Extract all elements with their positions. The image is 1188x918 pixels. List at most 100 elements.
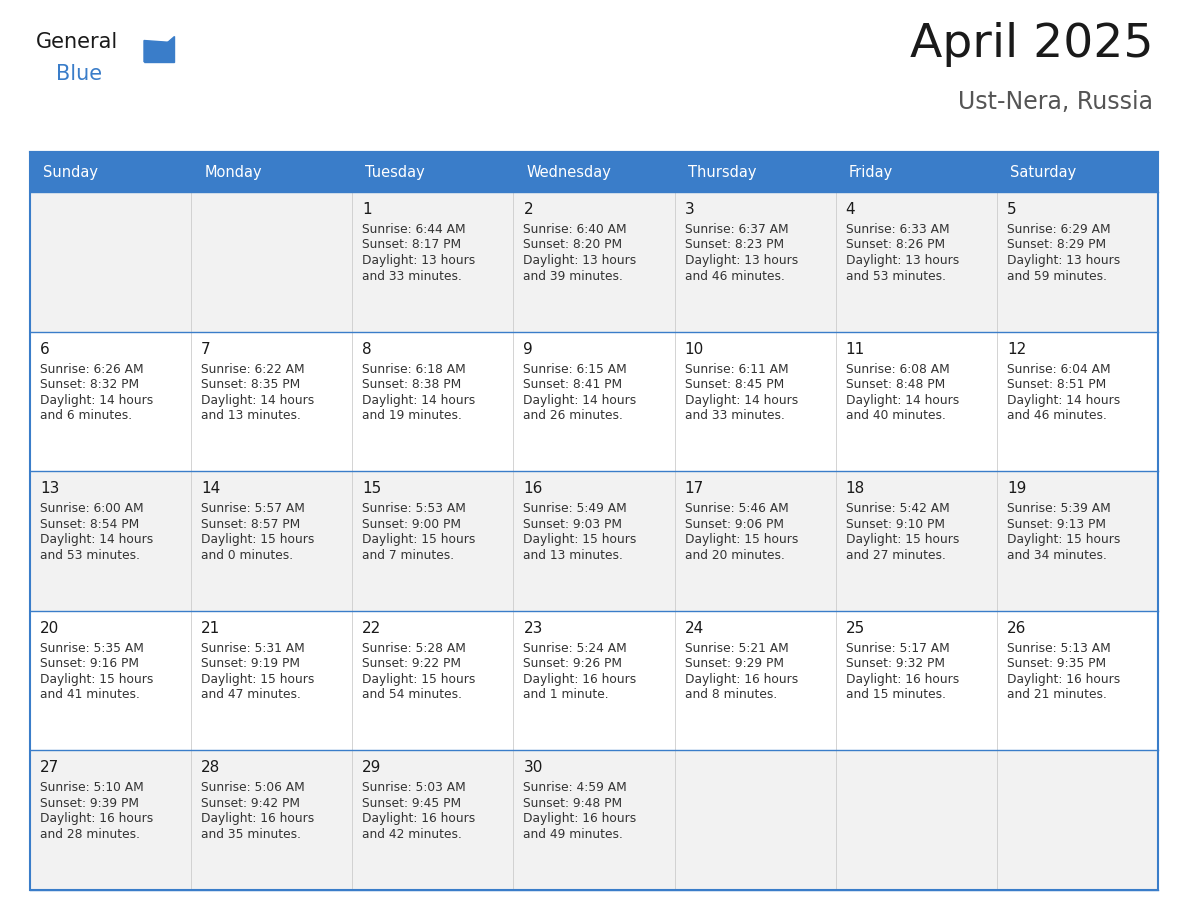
Text: Blue: Blue: [56, 64, 102, 84]
Bar: [191, 471, 353, 610]
Bar: [997, 750, 1158, 890]
Text: Sunday: Sunday: [43, 164, 97, 180]
Text: Daylight: 14 hours: Daylight: 14 hours: [362, 394, 475, 407]
Text: 4: 4: [846, 202, 855, 217]
Text: and 54 minutes.: and 54 minutes.: [362, 688, 462, 701]
Text: Sunrise: 5:39 AM: Sunrise: 5:39 AM: [1007, 502, 1111, 515]
Text: Daylight: 14 hours: Daylight: 14 hours: [846, 394, 959, 407]
Bar: [513, 192, 675, 331]
Text: Sunset: 9:48 PM: Sunset: 9:48 PM: [524, 797, 623, 810]
Text: Sunrise: 6:44 AM: Sunrise: 6:44 AM: [362, 223, 466, 236]
Text: and 19 minutes.: and 19 minutes.: [362, 409, 462, 422]
Text: and 49 minutes.: and 49 minutes.: [524, 828, 624, 841]
Text: and 33 minutes.: and 33 minutes.: [684, 409, 784, 422]
Text: Sunrise: 6:08 AM: Sunrise: 6:08 AM: [846, 363, 949, 375]
Text: Sunrise: 6:18 AM: Sunrise: 6:18 AM: [362, 363, 466, 375]
Text: Friday: Friday: [848, 164, 893, 180]
Text: and 0 minutes.: and 0 minutes.: [201, 549, 293, 562]
Text: 2: 2: [524, 202, 533, 217]
Text: Sunset: 9:19 PM: Sunset: 9:19 PM: [201, 657, 301, 670]
Text: Sunrise: 6:22 AM: Sunrise: 6:22 AM: [201, 363, 305, 375]
Text: 16: 16: [524, 481, 543, 497]
Bar: [513, 471, 675, 610]
Text: and 42 minutes.: and 42 minutes.: [362, 828, 462, 841]
Text: and 41 minutes.: and 41 minutes.: [40, 688, 140, 701]
Text: Sunset: 8:38 PM: Sunset: 8:38 PM: [362, 378, 461, 391]
Text: 25: 25: [846, 621, 865, 636]
Text: and 1 minute.: and 1 minute.: [524, 688, 609, 701]
Text: Sunrise: 5:35 AM: Sunrise: 5:35 AM: [40, 642, 144, 655]
Bar: [191, 192, 353, 331]
Text: 18: 18: [846, 481, 865, 497]
Text: Sunset: 8:20 PM: Sunset: 8:20 PM: [524, 239, 623, 252]
Text: and 26 minutes.: and 26 minutes.: [524, 409, 624, 422]
Text: Sunset: 9:06 PM: Sunset: 9:06 PM: [684, 518, 784, 531]
Text: Daylight: 16 hours: Daylight: 16 hours: [201, 812, 315, 825]
Text: and 20 minutes.: and 20 minutes.: [684, 549, 784, 562]
Text: 13: 13: [40, 481, 59, 497]
Bar: [353, 331, 513, 471]
Text: Daylight: 14 hours: Daylight: 14 hours: [201, 394, 315, 407]
Text: Sunset: 8:48 PM: Sunset: 8:48 PM: [846, 378, 944, 391]
Text: Daylight: 16 hours: Daylight: 16 hours: [40, 812, 153, 825]
Text: and 59 minutes.: and 59 minutes.: [1007, 270, 1107, 283]
Text: Daylight: 14 hours: Daylight: 14 hours: [40, 533, 153, 546]
Bar: [353, 192, 513, 331]
Bar: [675, 192, 835, 331]
Text: Daylight: 15 hours: Daylight: 15 hours: [524, 533, 637, 546]
Text: and 6 minutes.: and 6 minutes.: [40, 409, 132, 422]
Text: General: General: [36, 32, 119, 52]
Text: Sunrise: 5:53 AM: Sunrise: 5:53 AM: [362, 502, 466, 515]
Bar: [353, 152, 513, 192]
Bar: [997, 610, 1158, 750]
Text: Sunrise: 5:42 AM: Sunrise: 5:42 AM: [846, 502, 949, 515]
Text: Daylight: 15 hours: Daylight: 15 hours: [362, 533, 475, 546]
Text: and 13 minutes.: and 13 minutes.: [524, 549, 624, 562]
Bar: [513, 152, 675, 192]
Text: Sunrise: 5:13 AM: Sunrise: 5:13 AM: [1007, 642, 1111, 655]
Bar: [30, 471, 191, 610]
Text: Sunset: 8:17 PM: Sunset: 8:17 PM: [362, 239, 461, 252]
Bar: [191, 152, 353, 192]
Text: Sunset: 9:42 PM: Sunset: 9:42 PM: [201, 797, 301, 810]
Text: Sunrise: 4:59 AM: Sunrise: 4:59 AM: [524, 781, 627, 794]
Bar: [353, 750, 513, 890]
Text: Daylight: 14 hours: Daylight: 14 hours: [524, 394, 637, 407]
Text: 7: 7: [201, 341, 210, 356]
Text: Saturday: Saturday: [1010, 164, 1076, 180]
Text: Sunset: 9:03 PM: Sunset: 9:03 PM: [524, 518, 623, 531]
Text: and 39 minutes.: and 39 minutes.: [524, 270, 624, 283]
Text: 12: 12: [1007, 341, 1026, 356]
Text: Daylight: 13 hours: Daylight: 13 hours: [1007, 254, 1120, 267]
Text: Sunrise: 5:24 AM: Sunrise: 5:24 AM: [524, 642, 627, 655]
Text: Sunrise: 6:37 AM: Sunrise: 6:37 AM: [684, 223, 788, 236]
Text: Sunrise: 6:29 AM: Sunrise: 6:29 AM: [1007, 223, 1111, 236]
Bar: [675, 750, 835, 890]
Text: Sunrise: 5:10 AM: Sunrise: 5:10 AM: [40, 781, 144, 794]
Text: Daylight: 14 hours: Daylight: 14 hours: [684, 394, 798, 407]
Text: Daylight: 15 hours: Daylight: 15 hours: [1007, 533, 1120, 546]
Text: 21: 21: [201, 621, 221, 636]
Text: and 8 minutes.: and 8 minutes.: [684, 688, 777, 701]
Text: Daylight: 13 hours: Daylight: 13 hours: [684, 254, 798, 267]
Text: Thursday: Thursday: [688, 164, 756, 180]
Text: and 33 minutes.: and 33 minutes.: [362, 270, 462, 283]
Text: Sunrise: 6:04 AM: Sunrise: 6:04 AM: [1007, 363, 1111, 375]
Text: Sunrise: 5:06 AM: Sunrise: 5:06 AM: [201, 781, 305, 794]
Text: Sunset: 8:29 PM: Sunset: 8:29 PM: [1007, 239, 1106, 252]
Text: Daylight: 15 hours: Daylight: 15 hours: [201, 533, 315, 546]
Text: Monday: Monday: [204, 164, 261, 180]
Bar: [675, 152, 835, 192]
Text: Daylight: 15 hours: Daylight: 15 hours: [846, 533, 959, 546]
Text: Sunrise: 5:57 AM: Sunrise: 5:57 AM: [201, 502, 305, 515]
Text: Sunset: 9:22 PM: Sunset: 9:22 PM: [362, 657, 461, 670]
Text: and 35 minutes.: and 35 minutes.: [201, 828, 301, 841]
Text: 8: 8: [362, 341, 372, 356]
Text: 30: 30: [524, 760, 543, 776]
Text: 20: 20: [40, 621, 59, 636]
Text: 3: 3: [684, 202, 694, 217]
Text: Daylight: 16 hours: Daylight: 16 hours: [524, 673, 637, 686]
Bar: [675, 331, 835, 471]
Text: Sunrise: 5:49 AM: Sunrise: 5:49 AM: [524, 502, 627, 515]
Text: 5: 5: [1007, 202, 1017, 217]
